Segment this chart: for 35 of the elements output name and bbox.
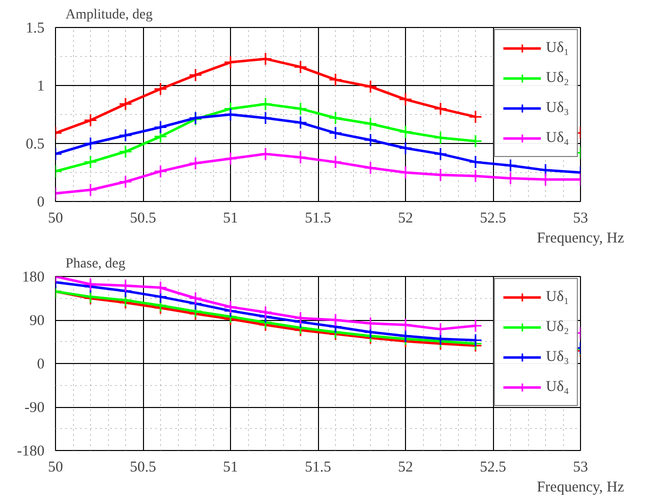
y-tick-label: 180 (22, 270, 44, 286)
x-tick-label: 52.5 (480, 210, 506, 226)
x-tick-label: 51 (223, 460, 238, 476)
x-tick-label: 50.5 (130, 210, 156, 226)
legend-label: Uδ₂ (546, 318, 569, 336)
legend-label: Uδ₄ (546, 378, 569, 396)
y-tick-label: 90 (30, 313, 44, 329)
y-tick-label: 1 (37, 78, 44, 94)
legend-label: Uδ₃ (546, 100, 569, 116)
x-tick-label: 50 (48, 460, 63, 476)
x-tick-label: 52 (398, 460, 413, 476)
legend-label: Uδ₄ (546, 130, 569, 146)
chart-title: Phase, deg (66, 256, 126, 272)
x-tick-label: 52 (398, 210, 413, 226)
x-tick-label: 50.5 (130, 460, 156, 476)
x-tick-label: 51 (223, 210, 238, 226)
x-tick-label: 53 (573, 460, 588, 476)
legend-label: Uδ₃ (546, 348, 569, 366)
x-axis-title: Frequency, Hz (536, 480, 625, 496)
y-tick-label: 0 (37, 356, 44, 372)
legend-label: Uδ₁ (546, 288, 569, 306)
y-tick-label: 0 (37, 194, 44, 210)
y-tick-label: 1.5 (26, 20, 44, 36)
legend-label: Uδ₁ (546, 40, 569, 56)
x-tick-label: 51.5 (304, 210, 332, 226)
y-tick-label: -180 (17, 444, 45, 460)
x-axis-title: Frequency, Hz (536, 230, 625, 246)
x-tick-label: 52.5 (480, 460, 506, 476)
x-tick-label: 53 (573, 210, 588, 226)
chart-title: Amplitude, deg (66, 8, 153, 22)
y-tick-label: 0.5 (26, 136, 44, 152)
legend-label: Uδ₂ (546, 70, 569, 86)
x-tick-label: 51.5 (304, 460, 332, 476)
x-tick-label: 50 (48, 210, 63, 226)
y-tick-label: -90 (24, 400, 45, 416)
